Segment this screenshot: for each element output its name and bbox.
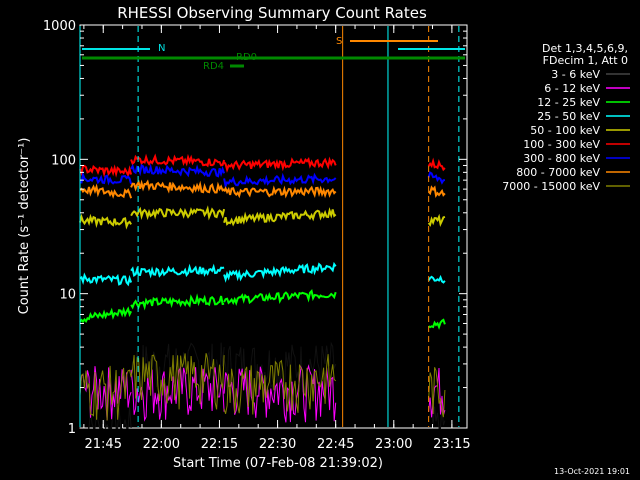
legend-label: 100 - 300 keV	[523, 138, 600, 151]
series-line	[427, 213, 446, 228]
series-line	[130, 353, 225, 410]
y-tick-label: 10	[59, 288, 76, 303]
y-tick-label: 100	[51, 153, 76, 168]
x-tick-label: 23:15	[433, 437, 470, 452]
series-line	[223, 207, 337, 227]
annotation-rd4-label: RD4	[203, 61, 224, 72]
y-tick-label: 1000	[43, 19, 76, 34]
series-line	[428, 367, 446, 418]
series-line	[79, 213, 132, 230]
x-tick-label: 22:30	[259, 437, 296, 452]
axes-layer: 1 10 100 1000 21:45 22:00 22:15 22:30 22:45 23:00…	[43, 19, 471, 452]
series-line	[428, 367, 446, 418]
series-line	[223, 185, 337, 199]
legend-label: 25 - 50 keV	[537, 110, 600, 123]
series-line	[130, 263, 225, 279]
series-line	[223, 289, 337, 307]
x-tick-label: 23:00	[375, 437, 412, 452]
legend-label: 800 - 7000 keV	[516, 166, 600, 179]
legend-label: 3 - 6 keV	[551, 68, 600, 81]
series-line	[427, 171, 446, 185]
series-layer	[79, 153, 446, 430]
y-axis-label: Count Rate (s⁻¹ detector⁻¹)	[17, 138, 32, 315]
series-line	[79, 171, 133, 186]
series-line	[79, 272, 133, 287]
x-tick-label: 22:45	[317, 437, 354, 452]
series-line	[427, 185, 446, 198]
series-line	[79, 183, 133, 199]
x-tick-label: 21:45	[85, 437, 122, 452]
x-axis-label: Start Time (07-Feb-08 21:39:02)	[173, 456, 383, 471]
series-line	[130, 366, 225, 422]
series-line	[130, 163, 226, 178]
annotation-rd0-label: RD0	[236, 52, 257, 63]
markers-layer	[79, 26, 460, 427]
series-line	[130, 293, 225, 311]
annotation-n-label: N	[158, 43, 165, 54]
x-tick-label: 22:15	[201, 437, 238, 452]
series-line	[223, 261, 337, 283]
series-line	[79, 365, 132, 421]
legend-header-1: Det 1,3,4,5,6,9,	[542, 42, 628, 55]
legend-label: 50 - 100 keV	[530, 124, 600, 137]
series-line	[79, 306, 132, 324]
series-line	[223, 354, 337, 415]
series-line	[428, 318, 446, 330]
series-line	[130, 205, 226, 221]
legend-label: 7000 - 15000 keV	[502, 180, 600, 193]
chart-title: RHESSI Observing Summary Count Rates	[117, 4, 427, 22]
series-line	[79, 164, 133, 179]
legend-header-2: FDecim 1, Att 0	[543, 54, 628, 67]
x-tick-label: 22:00	[143, 437, 180, 452]
series-line	[427, 157, 446, 172]
series-line	[427, 274, 446, 284]
series-line	[223, 156, 337, 173]
y-tick-label: 1	[68, 422, 76, 437]
legend-label: 300 - 800 keV	[523, 152, 600, 165]
series-line	[223, 172, 337, 190]
legend-label: 6 - 12 keV	[544, 82, 600, 95]
annotation-s-label: S	[336, 36, 342, 47]
footer-date: 13-Oct-2021 19:01	[554, 467, 630, 476]
series-line	[130, 179, 225, 194]
series-line	[130, 153, 226, 168]
legend-label: 12 - 25 keV	[537, 96, 600, 109]
